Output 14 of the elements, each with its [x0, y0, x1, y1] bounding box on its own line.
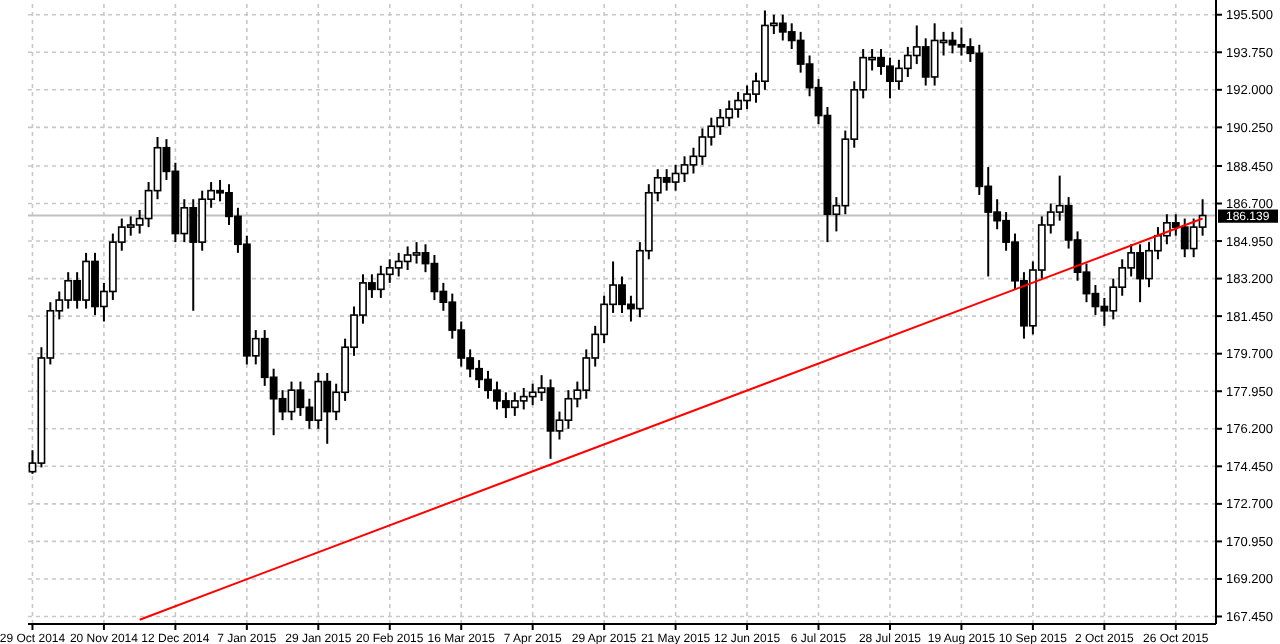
candlestick	[930, 22, 939, 87]
candlestick	[671, 163, 680, 192]
candlestick	[948, 30, 957, 55]
candlestick	[1171, 213, 1180, 237]
candlestick	[698, 127, 707, 166]
candlestick	[546, 378, 555, 460]
candlestick	[287, 380, 296, 422]
candlestick	[403, 245, 412, 272]
candlestick	[412, 241, 421, 265]
candlestick	[957, 26, 966, 57]
candlestick	[430, 254, 439, 302]
candlestick	[564, 389, 573, 430]
candlestick	[296, 380, 305, 417]
candlestick	[680, 155, 689, 184]
